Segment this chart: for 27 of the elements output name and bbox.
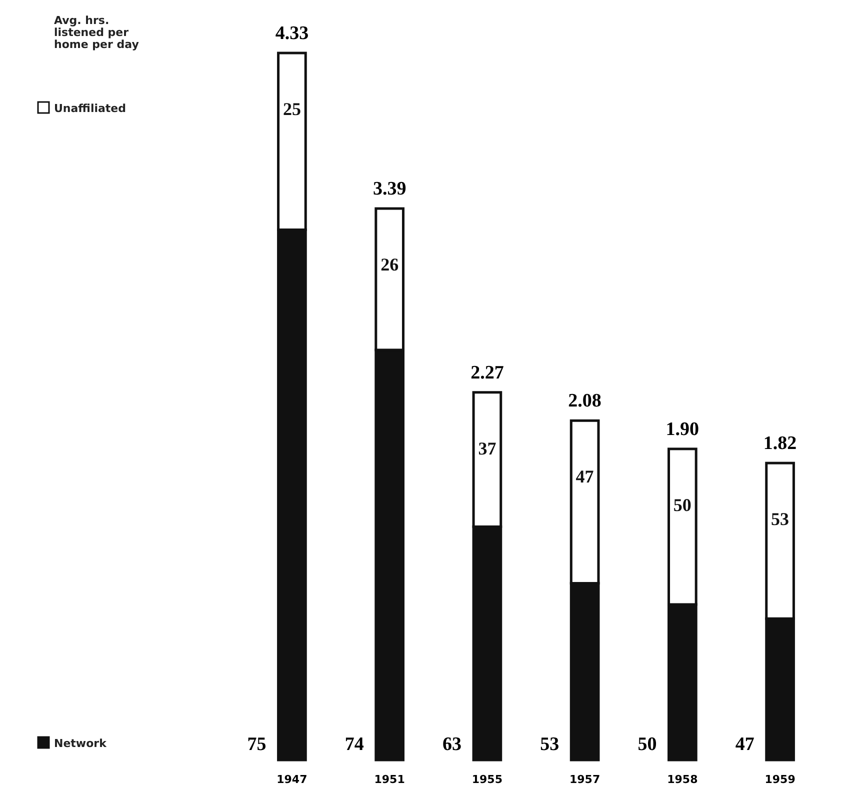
- annotation: 53: [771, 509, 790, 530]
- annotation: 25: [282, 99, 301, 119]
- annotation: 3.39: [372, 178, 406, 200]
- annotation: 37: [478, 438, 496, 458]
- x-tick-label: 1951: [374, 773, 405, 786]
- annotation: 2.27: [470, 362, 504, 384]
- legend-label: Network: [54, 737, 108, 750]
- annotation: 1.82: [763, 433, 797, 454]
- annotation: 1.90: [666, 418, 700, 440]
- legend-label: Unaffiliated: [54, 102, 126, 115]
- x-tick-label: 1959: [764, 773, 796, 786]
- x-tick-label: 1947: [276, 773, 308, 786]
- annotation: 2.08: [568, 390, 602, 412]
- x-tick-label: 1958: [667, 773, 698, 786]
- annotation: 74: [344, 734, 364, 755]
- x-tick-label: 1957: [569, 773, 600, 786]
- annotation: 47: [576, 466, 594, 487]
- x-tick-label: 1955: [472, 773, 503, 786]
- text: 4.33: [275, 23, 309, 44]
- annotation: 50: [638, 734, 657, 755]
- annotation: 26: [380, 254, 399, 275]
- annotation: 75: [247, 734, 266, 755]
- annotation: 53: [540, 734, 560, 755]
- annotation: 50: [673, 494, 692, 515]
- annotation: 63: [442, 734, 462, 755]
- text: Avg. hrs. listened per home per day: [54, 14, 139, 51]
- annotation: 47: [735, 734, 755, 755]
